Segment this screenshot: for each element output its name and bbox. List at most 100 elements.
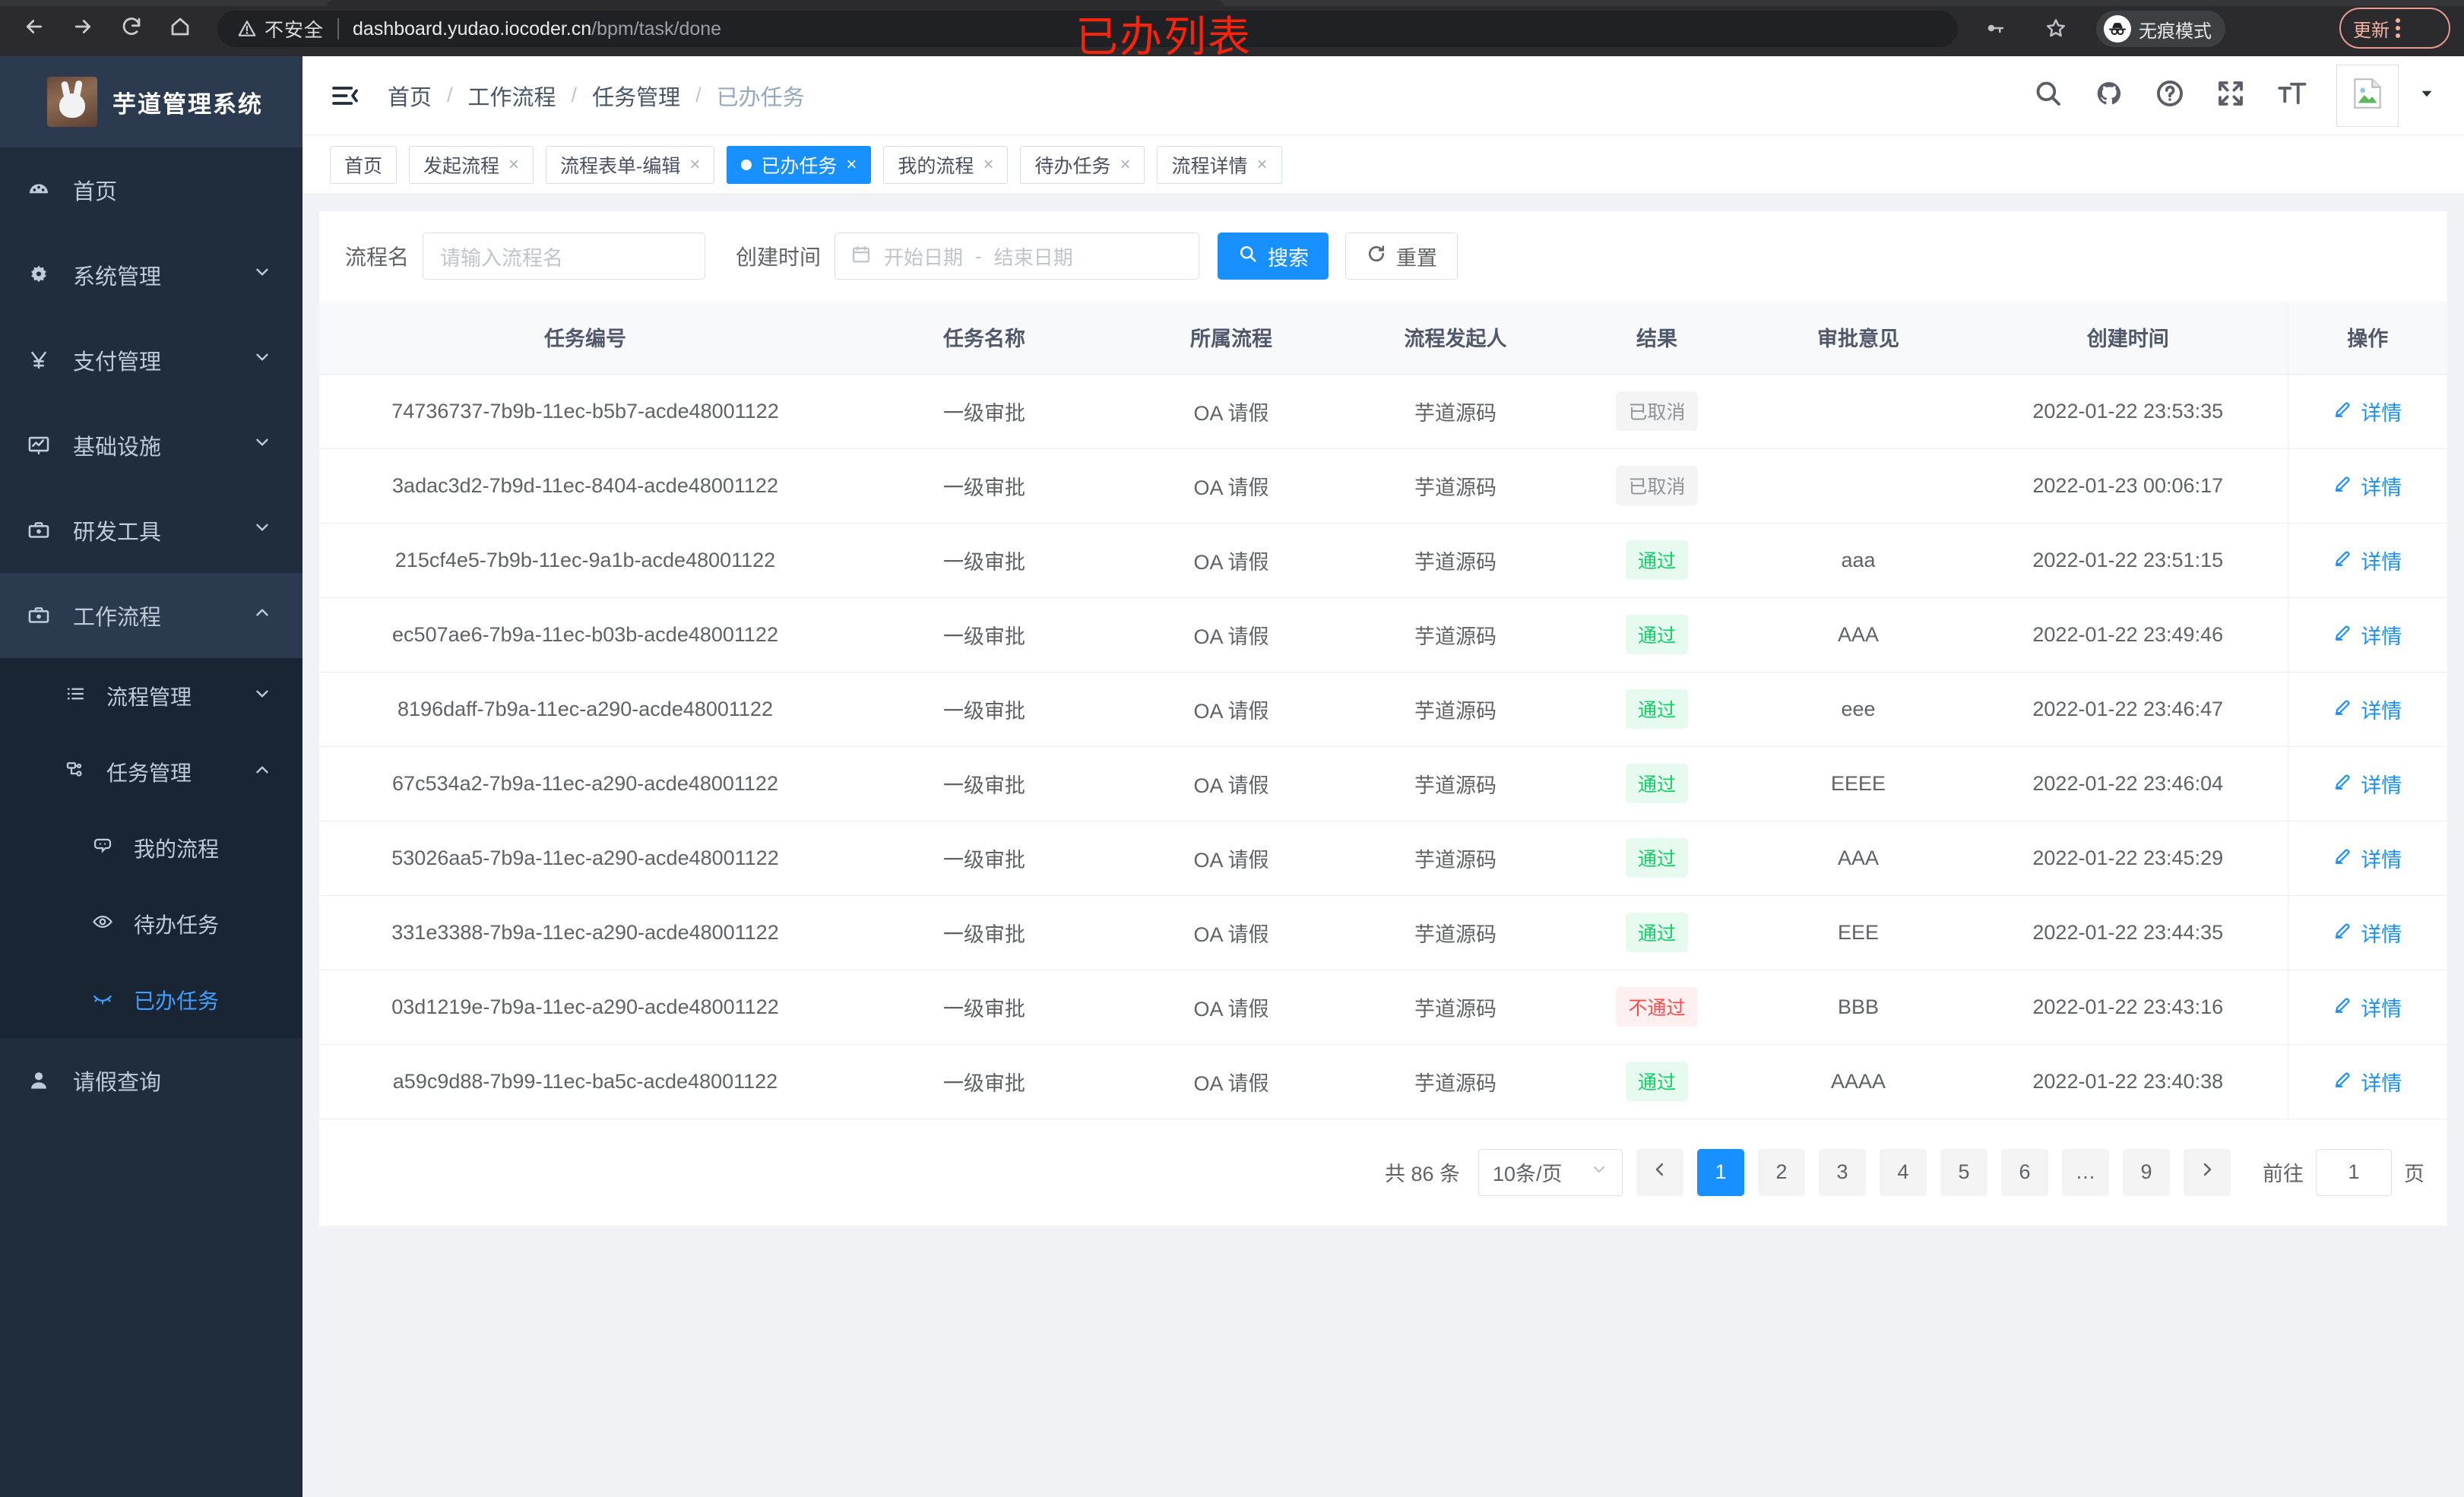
cell-operations: 详情 [2287,672,2447,747]
sidebar-item-done-task[interactable]: 已办任务 [0,962,302,1038]
create-time-range-picker[interactable]: 开始日期 - 结束日期 [835,233,1200,280]
user-icon [26,1068,52,1093]
sidebar-item-label: 基础设施 [73,435,162,460]
close-icon[interactable]: × [1256,153,1268,175]
sidebar-item-label: 待办任务 [134,913,220,937]
page-ellipsis[interactable]: … [2062,1148,2109,1196]
back-button[interactable] [17,11,52,46]
detail-link[interactable]: 详情 [2333,546,2402,575]
sidebar-item-task-manage[interactable]: 任务管理 [0,734,302,810]
close-icon[interactable]: × [689,153,701,175]
font-size-icon[interactable] [2276,78,2307,113]
view-tabs: 首页 发起流程 × 流程表单-编辑 × 已办任务 × 我的流程 × 待办任务 ×… [302,135,2464,195]
sidebar-item-home[interactable]: 首页 [0,147,302,233]
page-jump-input[interactable]: 1 [2316,1148,2392,1196]
breadcrumb-item[interactable]: 任务管理 [592,85,681,110]
total-count-label: 共 86 条 [1384,1163,1460,1185]
sidebar-item-label: 请假查询 [73,1071,162,1095]
sidebar-item-workflow[interactable]: 工作流程 [0,573,302,658]
sidebar-item-todo-task[interactable]: 待办任务 [0,886,302,962]
detail-link[interactable]: 详情 [2333,397,2402,426]
fullscreen-icon[interactable] [2215,78,2247,113]
chevron-down-icon [252,262,272,288]
next-page-button[interactable] [2184,1148,2231,1196]
detail-link[interactable]: 详情 [2333,918,2402,948]
cell-starter: 芋道源码 [1345,746,1566,821]
tab-home[interactable]: 首页 [330,145,397,184]
search-button[interactable]: 搜索 [1218,233,1329,280]
home-button[interactable] [163,11,198,46]
search-button-label: 搜索 [1268,246,1310,270]
edit-pencil-icon [2333,995,2353,1020]
detail-link[interactable]: 详情 [2333,769,2402,799]
sidebar-item-devtools[interactable]: 研发工具 [0,488,302,573]
detail-link[interactable]: 详情 [2333,471,2402,501]
page-number-button[interactable]: 4 [1880,1148,1927,1196]
sidebar-item-infrastructure[interactable]: 基础设施 [0,403,302,488]
cell-starter: 芋道源码 [1345,970,1566,1045]
detail-link[interactable]: 详情 [2333,992,2402,1022]
prev-page-button[interactable] [1636,1148,1683,1196]
status-badge: 已取消 [1616,466,1698,505]
avatar[interactable] [2336,64,2399,127]
tab-start-process[interactable]: 发起流程 × [409,145,534,184]
page-jump: 前往 1 页 [2263,1148,2424,1196]
process-name-input[interactable]: 请输入流程名 [423,233,706,280]
cell-starter: 芋道源码 [1345,523,1566,598]
address-bar[interactable]: 不安全 dashboard.yudao.iocoder.cn/bpm/task/… [217,11,1958,47]
detail-link[interactable]: 详情 [2333,843,2402,873]
cell-result: 通过 [1566,895,1748,970]
hamburger-fold-icon[interactable] [330,81,360,111]
sidebar-item-leave-query[interactable]: 请假查询 [0,1038,302,1123]
bookmark-star-icon[interactable] [2044,17,2067,43]
close-icon[interactable]: × [846,153,857,175]
search-icon[interactable] [2032,78,2064,113]
url-path: /bpm/task/done [591,17,722,40]
edit-pencil-icon [2333,548,2353,573]
kebab-menu-icon[interactable] [2396,18,2400,38]
detail-link[interactable]: 详情 [2333,620,2402,650]
detail-link[interactable]: 详情 [2333,695,2402,724]
caret-down-icon[interactable] [2417,84,2437,107]
detail-link[interactable]: 详情 [2333,1067,2402,1097]
incognito-icon [2104,15,2131,43]
close-icon[interactable]: × [983,153,994,175]
gear-icon [26,262,52,288]
update-button[interactable]: 更新 [2339,8,2450,49]
reload-button[interactable] [114,11,149,46]
cell-process: OA 请假 [1117,672,1345,747]
incognito-indicator[interactable]: 无痕模式 [2096,11,2225,47]
sidebar-item-payment[interactable]: 支付管理 [0,318,302,403]
tab-process-form-edit[interactable]: 流程表单-编辑 × [546,145,715,184]
tab-my-process[interactable]: 我的流程 × [883,145,1009,184]
page-number-button[interactable]: 9 [2123,1148,2170,1196]
github-icon[interactable] [2093,78,2125,113]
sidebar-item-my-process[interactable]: 我的流程 [0,810,302,886]
page-size-select[interactable]: 10条/页 [1478,1148,1623,1196]
status-badge: 已取消 [1616,391,1698,431]
status-badge: 通过 [1625,764,1688,803]
page-number-button[interactable]: 5 [1940,1148,1987,1196]
sidebar-item-system[interactable]: 系统管理 [0,233,302,318]
close-icon[interactable]: × [508,153,520,175]
reset-button[interactable]: 重置 [1345,233,1458,280]
cell-task-id: 03d1219e-7b9a-11ec-a290-acde48001122 [319,970,851,1045]
forward-button[interactable] [65,11,100,46]
tab-todo-task[interactable]: 待办任务 × [1020,145,1145,184]
breadcrumb-item[interactable]: 首页 [388,85,432,110]
page-number-button[interactable]: 2 [1758,1148,1805,1196]
tab-process-detail[interactable]: 流程详情 × [1157,145,1282,184]
tab-done-task[interactable]: 已办任务 × [727,145,872,184]
help-icon[interactable] [2154,78,2186,113]
page-number-button[interactable]: 6 [2001,1148,2048,1196]
page-number-button[interactable]: 1 [1697,1148,1744,1196]
sidebar-item-label: 系统管理 [73,265,162,290]
table-body: 74736737-7b9b-11ec-b5b7-acde48001122 一级审批… [319,374,2447,1119]
password-key-icon[interactable] [1984,17,2006,43]
breadcrumb-item[interactable]: 工作流程 [467,85,556,110]
close-icon[interactable]: × [1120,153,1131,175]
breadcrumb-separator: / [695,84,702,106]
sidebar-item-process-manage[interactable]: 流程管理 [0,658,302,734]
brand-header[interactable]: 芋道管理系统 [0,56,302,147]
page-number-button[interactable]: 3 [1819,1148,1866,1196]
